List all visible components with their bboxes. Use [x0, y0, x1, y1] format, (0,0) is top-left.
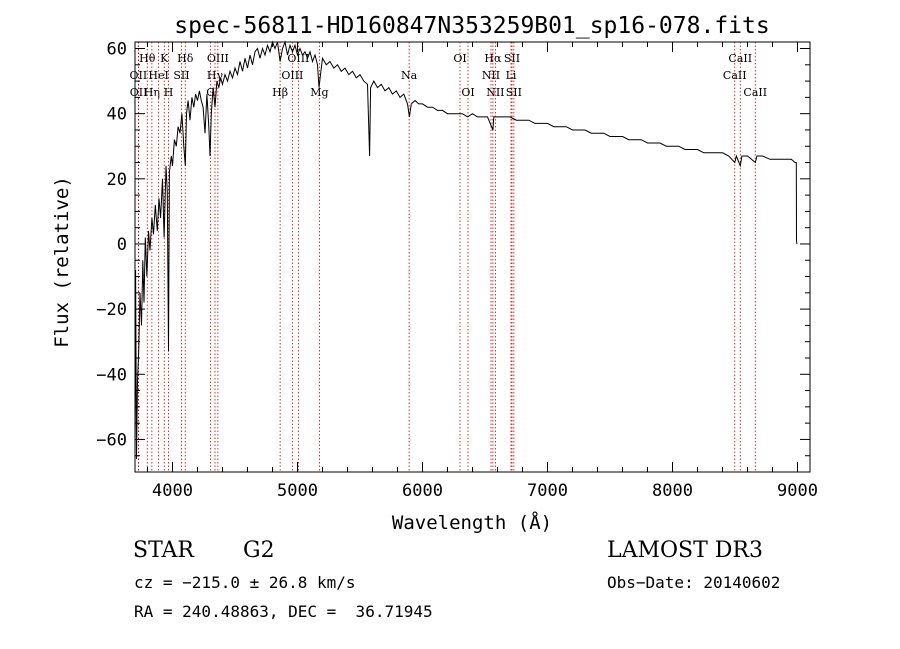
line-marker-label: HeI [148, 69, 168, 82]
line-marker-label: OII [130, 69, 148, 82]
y-tick-label: 40 [107, 105, 127, 125]
flux-series-line [134, 40, 798, 460]
x-tick-label: 6000 [402, 481, 443, 501]
line-marker-label: Na [401, 69, 418, 82]
line-marker-label: CaII [728, 52, 752, 65]
observation-date: Obs−Date: 20140602 [607, 573, 781, 592]
spectral-subclass: G2 [243, 538, 275, 563]
line-marker-label: NII [482, 69, 500, 82]
line-marker-label: OI [453, 52, 466, 65]
line-marker-label: SII [173, 69, 189, 82]
y-tick-label: 60 [107, 40, 127, 60]
y-tick-label: 0 [117, 235, 127, 255]
y-tick-label: 20 [107, 170, 127, 190]
y-tick-label: −60 [96, 430, 127, 450]
y-axis-label: Flux (relative) [51, 176, 73, 348]
line-marker-label: Hθ [139, 52, 156, 65]
line-marker-label: G [206, 86, 215, 99]
line-marker-label: Hγ [207, 69, 224, 82]
sky-coordinates: RA = 240.48863, DEC = 36.71945 [134, 602, 433, 621]
line-marker-label: SII [504, 52, 520, 65]
redshift-cz: cz = −215.0 ± 26.8 km/s [134, 573, 356, 592]
plot-frame [134, 41, 811, 473]
y-tick-label: −40 [96, 365, 127, 385]
x-tick-label: 7000 [527, 481, 568, 501]
x-tick-label: 4000 [152, 481, 193, 501]
line-marker-label: Hδ [177, 52, 194, 65]
x-axis-label: Wavelength (Å) [392, 511, 552, 534]
line-marker-label: NII [486, 86, 504, 99]
line-marker-label: OI [461, 86, 474, 99]
y-tick-label: −20 [96, 300, 127, 320]
x-tick-label: 9000 [777, 481, 818, 501]
line-marker-label: Hα [484, 52, 502, 65]
survey-name: LAMOST DR3 [607, 538, 763, 563]
object-class: STAR [133, 538, 194, 563]
line-marker-label: OIII [207, 52, 229, 65]
line-marker-label: OII [130, 86, 148, 99]
line-marker-label: OIII [281, 69, 303, 82]
line-marker-label: Hβ [272, 86, 288, 99]
x-tick-label: 8000 [652, 481, 693, 501]
line-marker-label: SII [506, 86, 522, 99]
line-marker-label: OIII [287, 52, 309, 65]
chart-title: spec-56811-HD160847N353259B01_sp16-078.f… [174, 13, 769, 39]
line-marker-label: H [164, 86, 174, 99]
line-marker-label: Mg [310, 86, 328, 99]
line-marker-label: Hη [144, 86, 160, 99]
line-marker-label: Li [506, 69, 517, 82]
axis-ticks: 4000 5000 6000 7000 8000 9000 −60 −40 −20 0 20 40 60 [96, 40, 818, 501]
line-marker-label: CaII [723, 69, 747, 82]
line-marker-label: K [160, 52, 169, 65]
x-tick-label: 5000 [277, 481, 318, 501]
line-marker-label: CaII [743, 86, 767, 99]
